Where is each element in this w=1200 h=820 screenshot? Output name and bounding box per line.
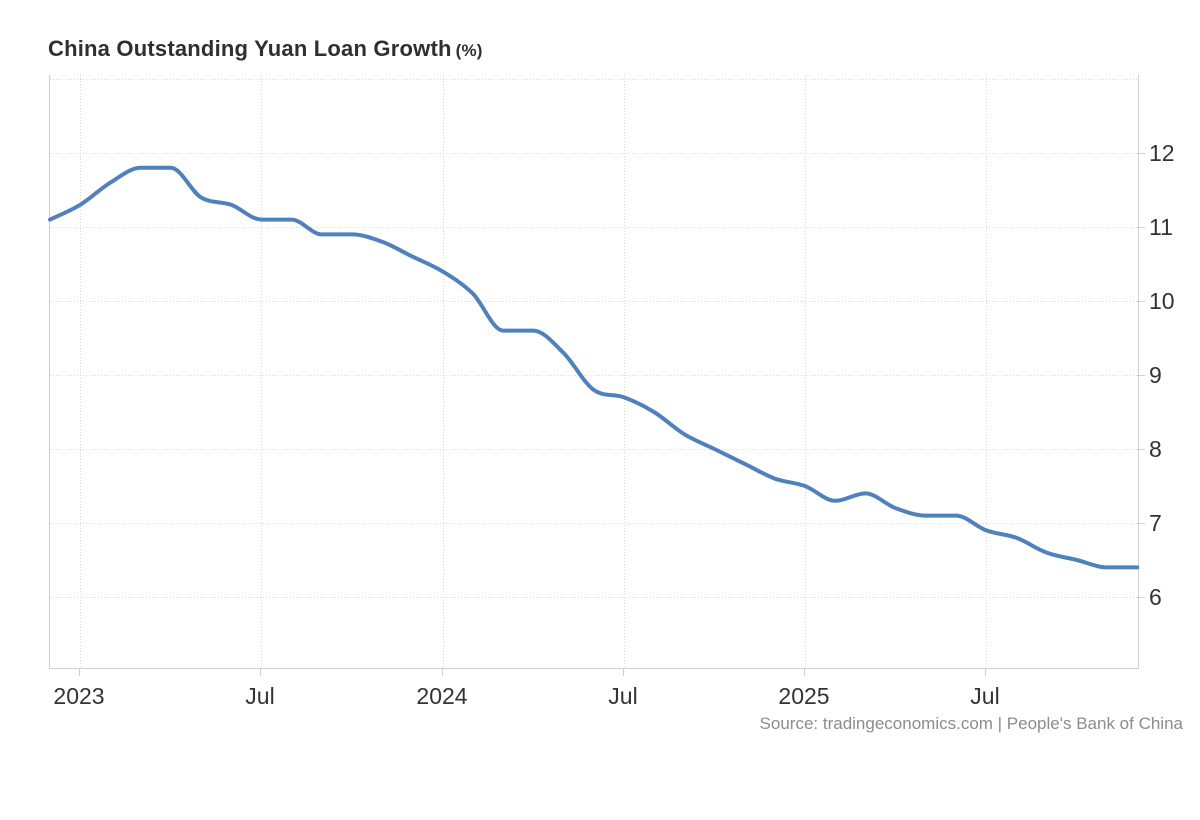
x-axis-tick-mark xyxy=(623,669,624,676)
gridline-horizontal xyxy=(50,449,1138,450)
chart-title-unit: (%) xyxy=(455,41,483,60)
x-axis-tick-mark xyxy=(260,669,261,676)
y-axis-tick-mark xyxy=(1137,523,1145,524)
y-axis-tick-mark xyxy=(1137,227,1145,228)
x-axis-tick-label: 2025 xyxy=(778,683,830,709)
gridline-vertical xyxy=(443,75,444,668)
gridline-horizontal xyxy=(50,375,1138,376)
y-axis-tick-mark xyxy=(1137,301,1145,302)
x-axis-tick-label: Jul xyxy=(970,683,1000,709)
gridline-vertical xyxy=(624,75,625,668)
y-axis-tick-mark xyxy=(1137,449,1145,450)
gridline-horizontal xyxy=(50,301,1138,302)
loan-growth-line xyxy=(48,165,1140,570)
chart-title: China Outstanding Yuan Loan Growth (%) xyxy=(48,36,483,62)
x-axis-tick-mark xyxy=(985,669,986,676)
y-axis-tick-label: 8 xyxy=(1149,436,1162,462)
source-attribution: Source: tradingeconomics.com | People's … xyxy=(759,714,1183,733)
chart-title-text: China Outstanding Yuan Loan Growth xyxy=(48,36,452,61)
y-axis-tick-label: 11 xyxy=(1149,214,1173,240)
gridline-horizontal xyxy=(50,153,1138,154)
y-axis-tick-mark xyxy=(1137,153,1145,154)
gridline-horizontal xyxy=(50,227,1138,228)
x-axis-tick-mark xyxy=(79,669,80,676)
gridline-horizontal xyxy=(50,79,1138,80)
gridline-vertical xyxy=(261,75,262,668)
gridline-horizontal xyxy=(50,523,1138,524)
x-axis-tick-mark xyxy=(442,669,443,676)
y-axis-tick-label: 6 xyxy=(1149,584,1162,610)
plot-area xyxy=(48,75,1140,669)
gridline-vertical xyxy=(986,75,987,668)
y-axis-tick-mark xyxy=(1137,597,1145,598)
y-axis-tick-mark xyxy=(1137,375,1145,376)
line-series-svg xyxy=(48,165,1140,570)
x-axis-tick-label: 2023 xyxy=(53,683,105,709)
x-axis-tick-label: Jul xyxy=(245,683,275,709)
gridline-vertical xyxy=(80,75,81,668)
y-axis-tick-label: 9 xyxy=(1149,362,1162,388)
gridline-vertical xyxy=(805,75,806,668)
x-axis-tick-label: Jul xyxy=(608,683,638,709)
x-axis-tick-mark xyxy=(804,669,805,676)
y-axis-tick-label: 7 xyxy=(1149,510,1162,536)
y-axis-tick-label: 12 xyxy=(1149,140,1175,166)
x-axis-tick-label: 2024 xyxy=(416,683,468,709)
gridline-horizontal xyxy=(50,597,1138,598)
y-axis-tick-label: 10 xyxy=(1149,288,1175,314)
